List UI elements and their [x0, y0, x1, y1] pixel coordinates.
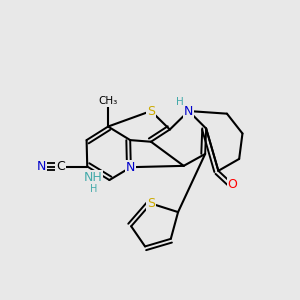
Text: CH₃: CH₃ — [98, 96, 118, 106]
Text: N: N — [184, 104, 193, 118]
Text: NH: NH — [84, 171, 102, 184]
Text: H: H — [90, 184, 98, 194]
Text: S: S — [147, 104, 155, 118]
Text: C: C — [56, 160, 65, 173]
Text: H: H — [176, 97, 184, 106]
Text: N: N — [126, 161, 136, 174]
Text: O: O — [228, 178, 238, 190]
Text: S: S — [147, 197, 155, 210]
Text: N: N — [37, 160, 46, 173]
